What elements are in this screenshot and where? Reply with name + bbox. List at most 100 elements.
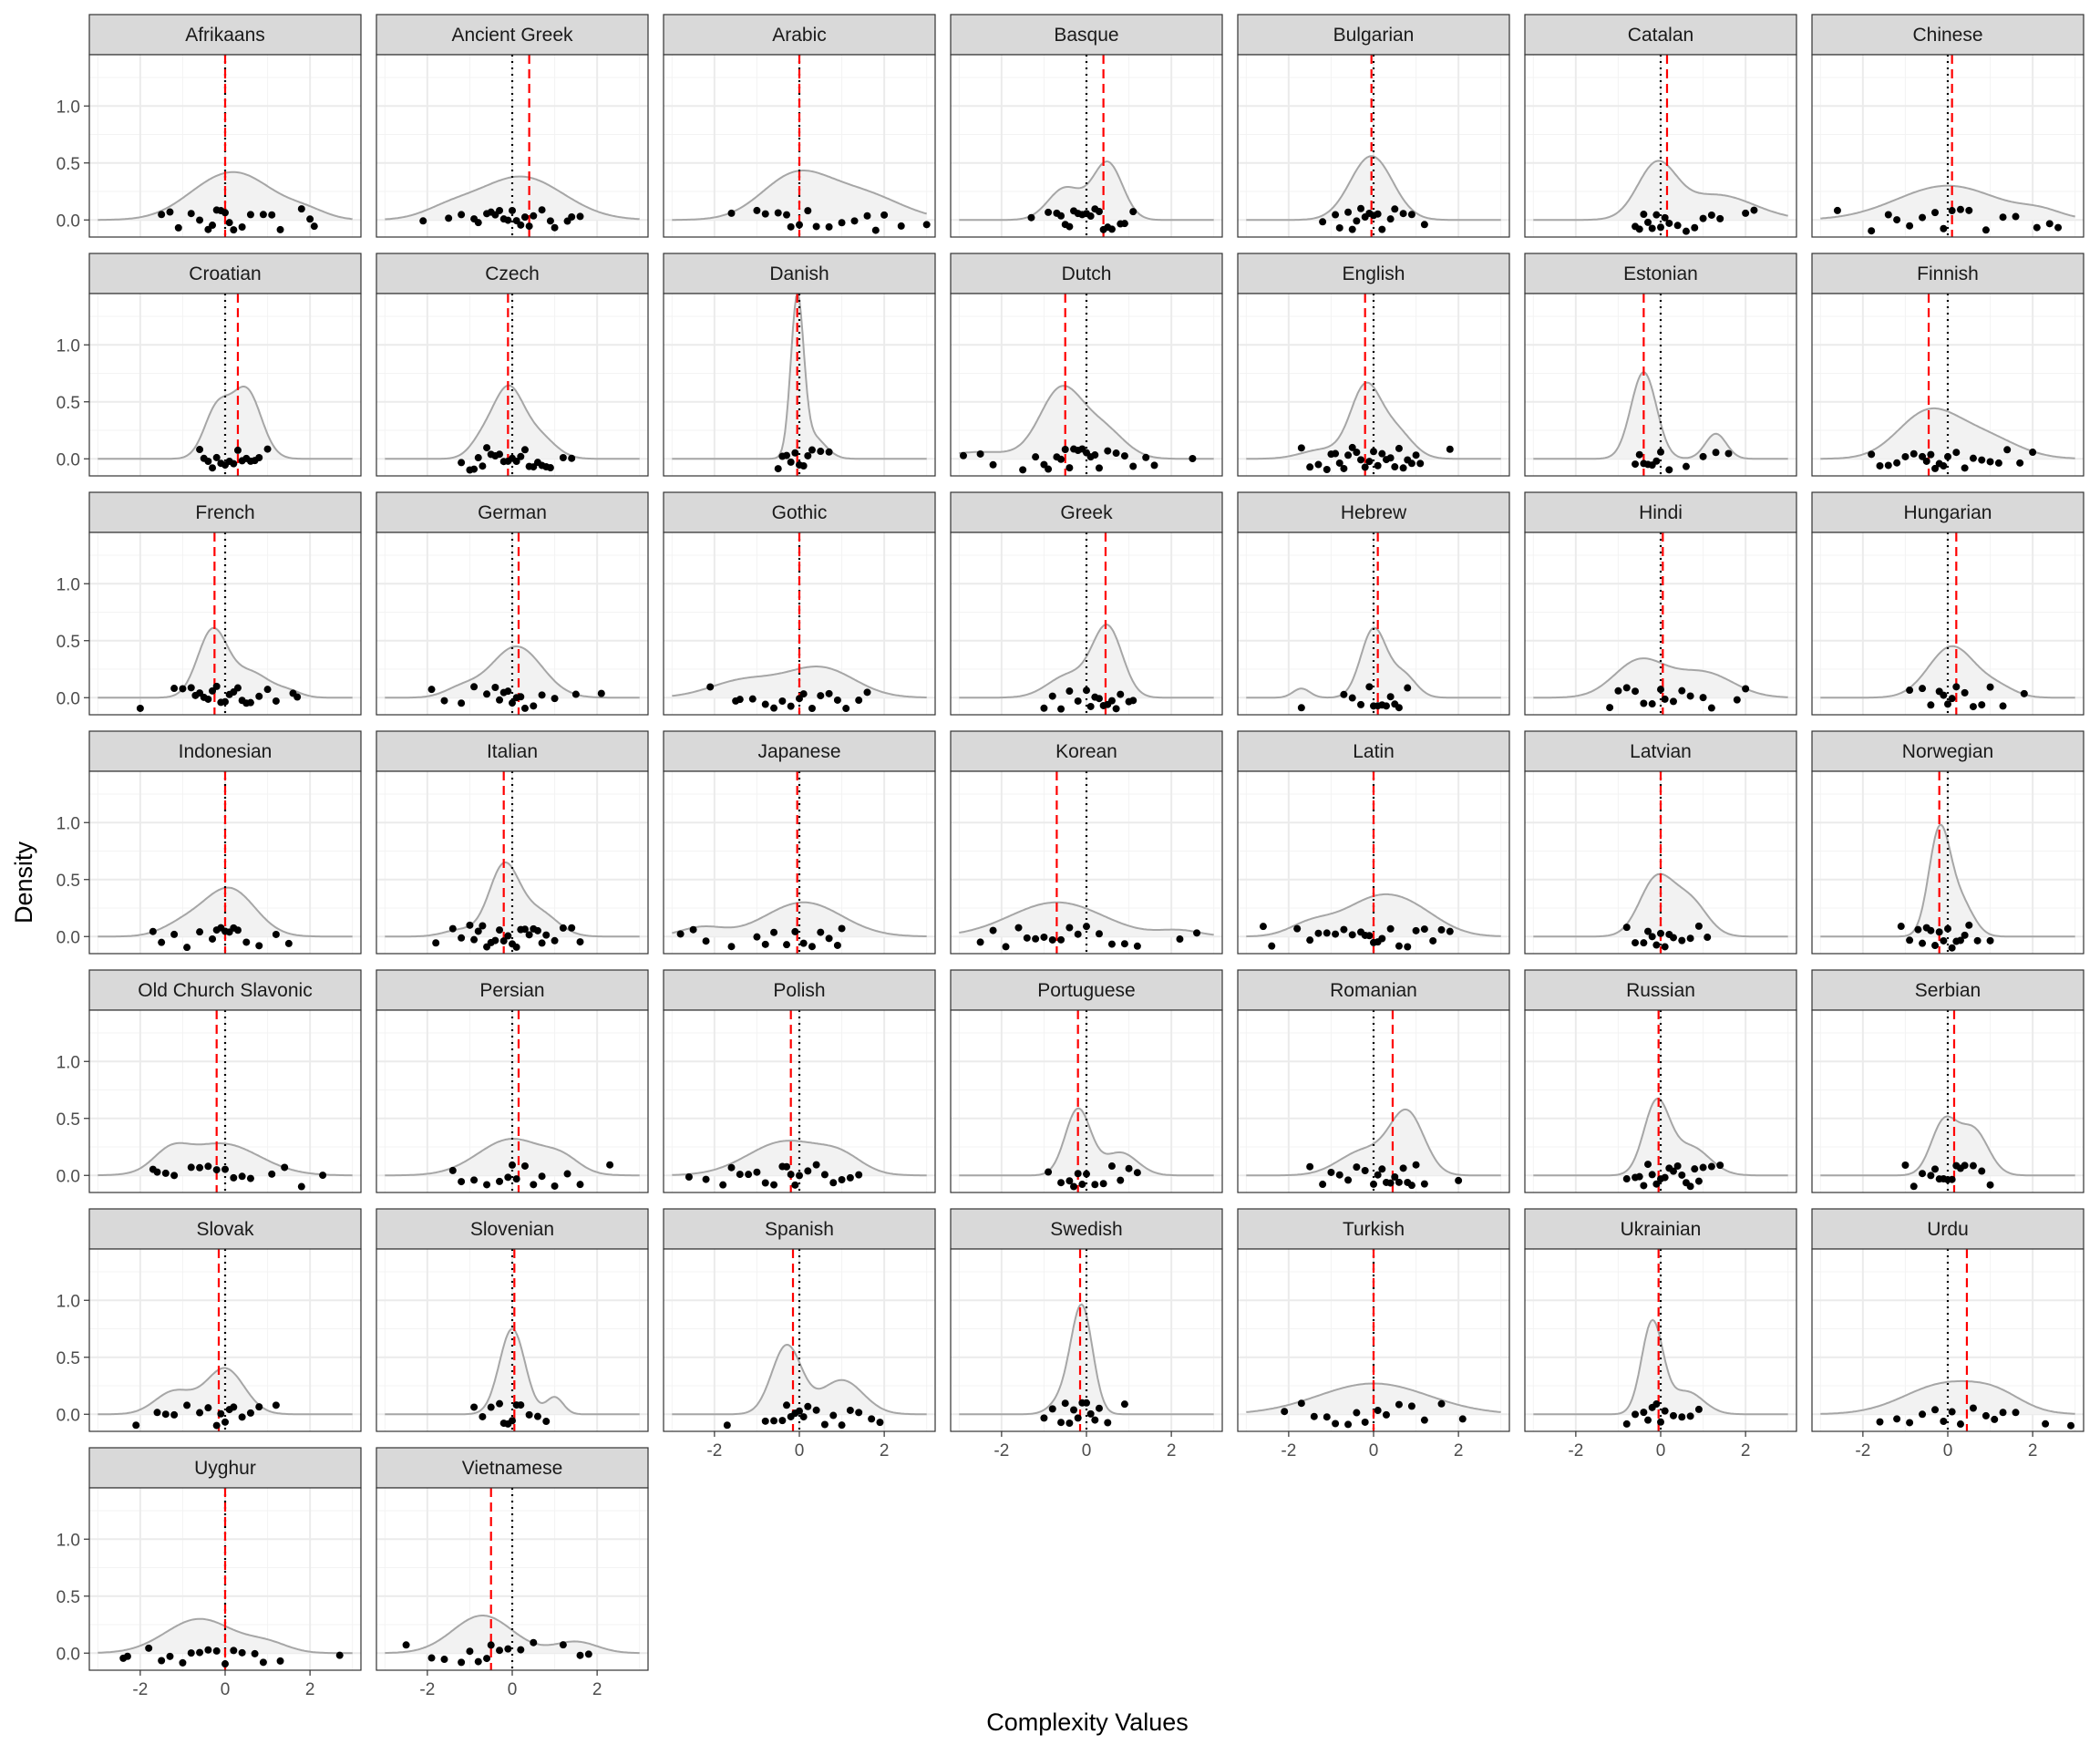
y-tick-label: 0.5: [57, 872, 80, 891]
data-point: [976, 449, 984, 458]
data-point: [1652, 941, 1661, 949]
panel-border: [88, 1009, 362, 1193]
data-point: [829, 1411, 838, 1419]
data-point: [1906, 936, 1914, 945]
data-point: [1344, 208, 1353, 216]
panel-content: [1246, 1249, 1501, 1431]
density-area: [385, 176, 640, 221]
facet-strip: [88, 1208, 362, 1250]
data-point: [170, 1410, 179, 1419]
data-point: [221, 1660, 229, 1668]
data-point: [855, 1409, 863, 1417]
data-point: [1931, 209, 1940, 217]
y-tick-label: 0.0: [57, 689, 80, 708]
facet-label: Serbian: [1915, 980, 1981, 1001]
panel-border: [376, 54, 649, 238]
data-point: [196, 446, 204, 454]
y-tick-label: 0.5: [57, 1349, 80, 1368]
data-point: [1952, 683, 1961, 691]
data-point: [293, 693, 302, 701]
data-point: [1310, 1412, 1318, 1420]
data-point: [1332, 449, 1340, 458]
y-tick-label: 0.0: [57, 1406, 80, 1425]
facet-label: Russian: [1626, 980, 1695, 1001]
facet-label: Hungarian: [1904, 502, 1992, 523]
facet-strip: [376, 1447, 649, 1489]
data-point: [551, 1182, 559, 1190]
x-tick-label: 2: [2028, 1441, 2038, 1461]
data-point: [246, 1409, 254, 1417]
data-point: [255, 1403, 263, 1411]
data-point: [1994, 459, 2002, 467]
data-point: [1961, 464, 1969, 472]
y-axis-title: Density: [10, 841, 37, 924]
data-point: [723, 1421, 731, 1430]
facet-polish: Polish: [663, 969, 936, 1193]
density-area: [959, 1108, 1214, 1176]
data-point: [263, 686, 272, 694]
data-point: [1344, 1420, 1353, 1429]
data-point: [1978, 1167, 1986, 1175]
y-tick-label: 0.0: [57, 450, 80, 470]
data-point: [2029, 449, 2037, 457]
data-point: [1045, 1168, 1053, 1176]
panel-border: [663, 532, 936, 716]
data-point: [1694, 1177, 1703, 1185]
data-point: [525, 222, 533, 231]
data-point: [255, 942, 263, 950]
facet-korean: Korean: [950, 730, 1223, 955]
data-point: [817, 928, 825, 936]
data-point: [820, 1420, 829, 1429]
density-area: [959, 161, 1214, 221]
facet-old-church-slavonic: Old Church Slavonic 0.0 0.5 1.0: [57, 969, 362, 1193]
data-point: [251, 1649, 259, 1657]
data-point: [1986, 1181, 1994, 1189]
data-point: [787, 1171, 795, 1179]
data-point: [1404, 943, 1412, 951]
data-point: [702, 937, 710, 945]
data-point: [1699, 1163, 1707, 1172]
data-point: [174, 223, 182, 232]
panel-border: [950, 293, 1223, 477]
data-point: [551, 936, 559, 945]
facet-strip: [88, 969, 362, 1011]
data-point: [483, 1181, 491, 1189]
data-point: [1083, 1170, 1090, 1178]
data-point: [1940, 1418, 1948, 1426]
x-tick-label: -2: [1568, 1441, 1583, 1461]
data-point: [1120, 220, 1128, 228]
panel-border: [88, 54, 362, 238]
data-point: [1952, 449, 1961, 457]
data-point: [1399, 210, 1407, 218]
facet-label: Croatian: [189, 263, 261, 284]
data-point: [1640, 699, 1648, 707]
panel-content: [1533, 771, 1788, 954]
data-point: [499, 937, 508, 945]
data-point: [1948, 695, 1956, 703]
panel-content: [672, 1249, 927, 1431]
data-point: [1948, 207, 1956, 215]
data-point: [1678, 1171, 1686, 1179]
facet-german: German: [376, 491, 649, 716]
data-point: [517, 1401, 525, 1409]
data-point: [846, 1406, 854, 1414]
data-point: [525, 1410, 533, 1419]
data-point: [1635, 1172, 1643, 1181]
data-point: [1412, 451, 1420, 459]
data-point: [727, 209, 736, 217]
data-point: [1931, 464, 1940, 472]
data-point: [799, 939, 808, 947]
data-point: [1057, 1179, 1065, 1187]
data-point: [238, 223, 246, 232]
data-point: [1040, 1414, 1048, 1422]
data-point: [1948, 1175, 1956, 1183]
facet-strip: [663, 969, 936, 1011]
facet-strip: [376, 491, 649, 533]
data-point: [1678, 1413, 1686, 1421]
data-point: [284, 939, 293, 947]
y-tick-label: 0.0: [57, 1645, 80, 1664]
data-point: [1940, 936, 1948, 945]
data-point: [1378, 934, 1386, 943]
data-point: [204, 1162, 212, 1171]
data-point: [458, 1178, 466, 1186]
